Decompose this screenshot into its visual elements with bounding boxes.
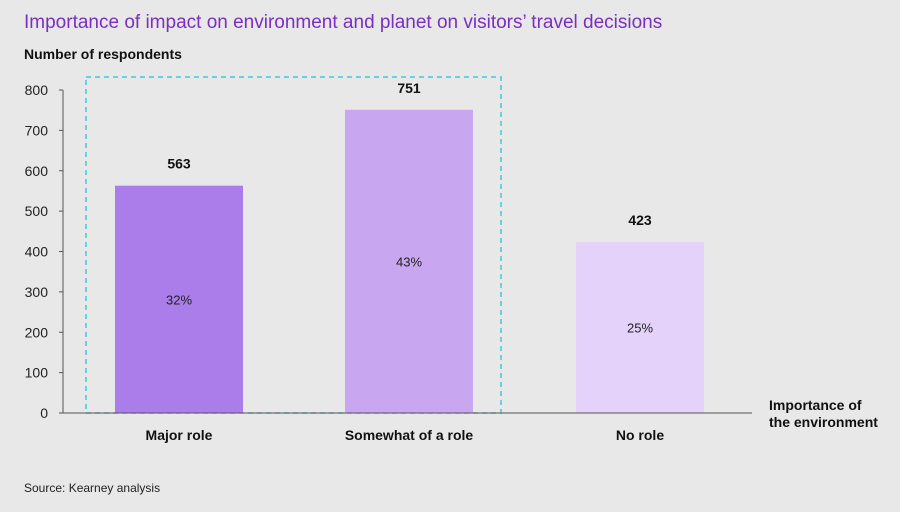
x-category-label: Major role — [146, 427, 213, 443]
bar — [345, 109, 473, 413]
bar-value-label: 751 — [397, 80, 421, 96]
bar — [576, 242, 704, 413]
bar-value-label: 563 — [167, 156, 191, 172]
bar-percent-label: 25% — [627, 321, 653, 336]
y-tick-label: 800 — [25, 82, 49, 98]
y-axis-label: Number of respondents — [24, 46, 182, 62]
x-category-label: No role — [616, 427, 664, 443]
y-tick-label: 0 — [40, 405, 48, 421]
x-axis-label: Importance of — [769, 397, 862, 413]
y-tick-label: 700 — [25, 122, 49, 138]
bar — [115, 185, 243, 413]
bar-percent-label: 32% — [166, 292, 192, 307]
y-tick-label: 400 — [25, 244, 49, 260]
y-tick-label: 100 — [25, 365, 49, 381]
bar-percent-label: 43% — [396, 254, 422, 269]
source-note: Source: Kearney analysis — [24, 481, 161, 495]
bar-value-label: 423 — [628, 212, 652, 228]
y-tick-label: 600 — [25, 163, 49, 179]
y-tick-label: 500 — [25, 203, 49, 219]
chart-title: Importance of impact on environment and … — [24, 12, 663, 33]
y-tick-label: 300 — [25, 284, 49, 300]
x-category-label: Somewhat of a role — [345, 427, 474, 443]
y-tick-label: 200 — [25, 324, 49, 340]
x-axis-label: the environment — [769, 414, 878, 430]
